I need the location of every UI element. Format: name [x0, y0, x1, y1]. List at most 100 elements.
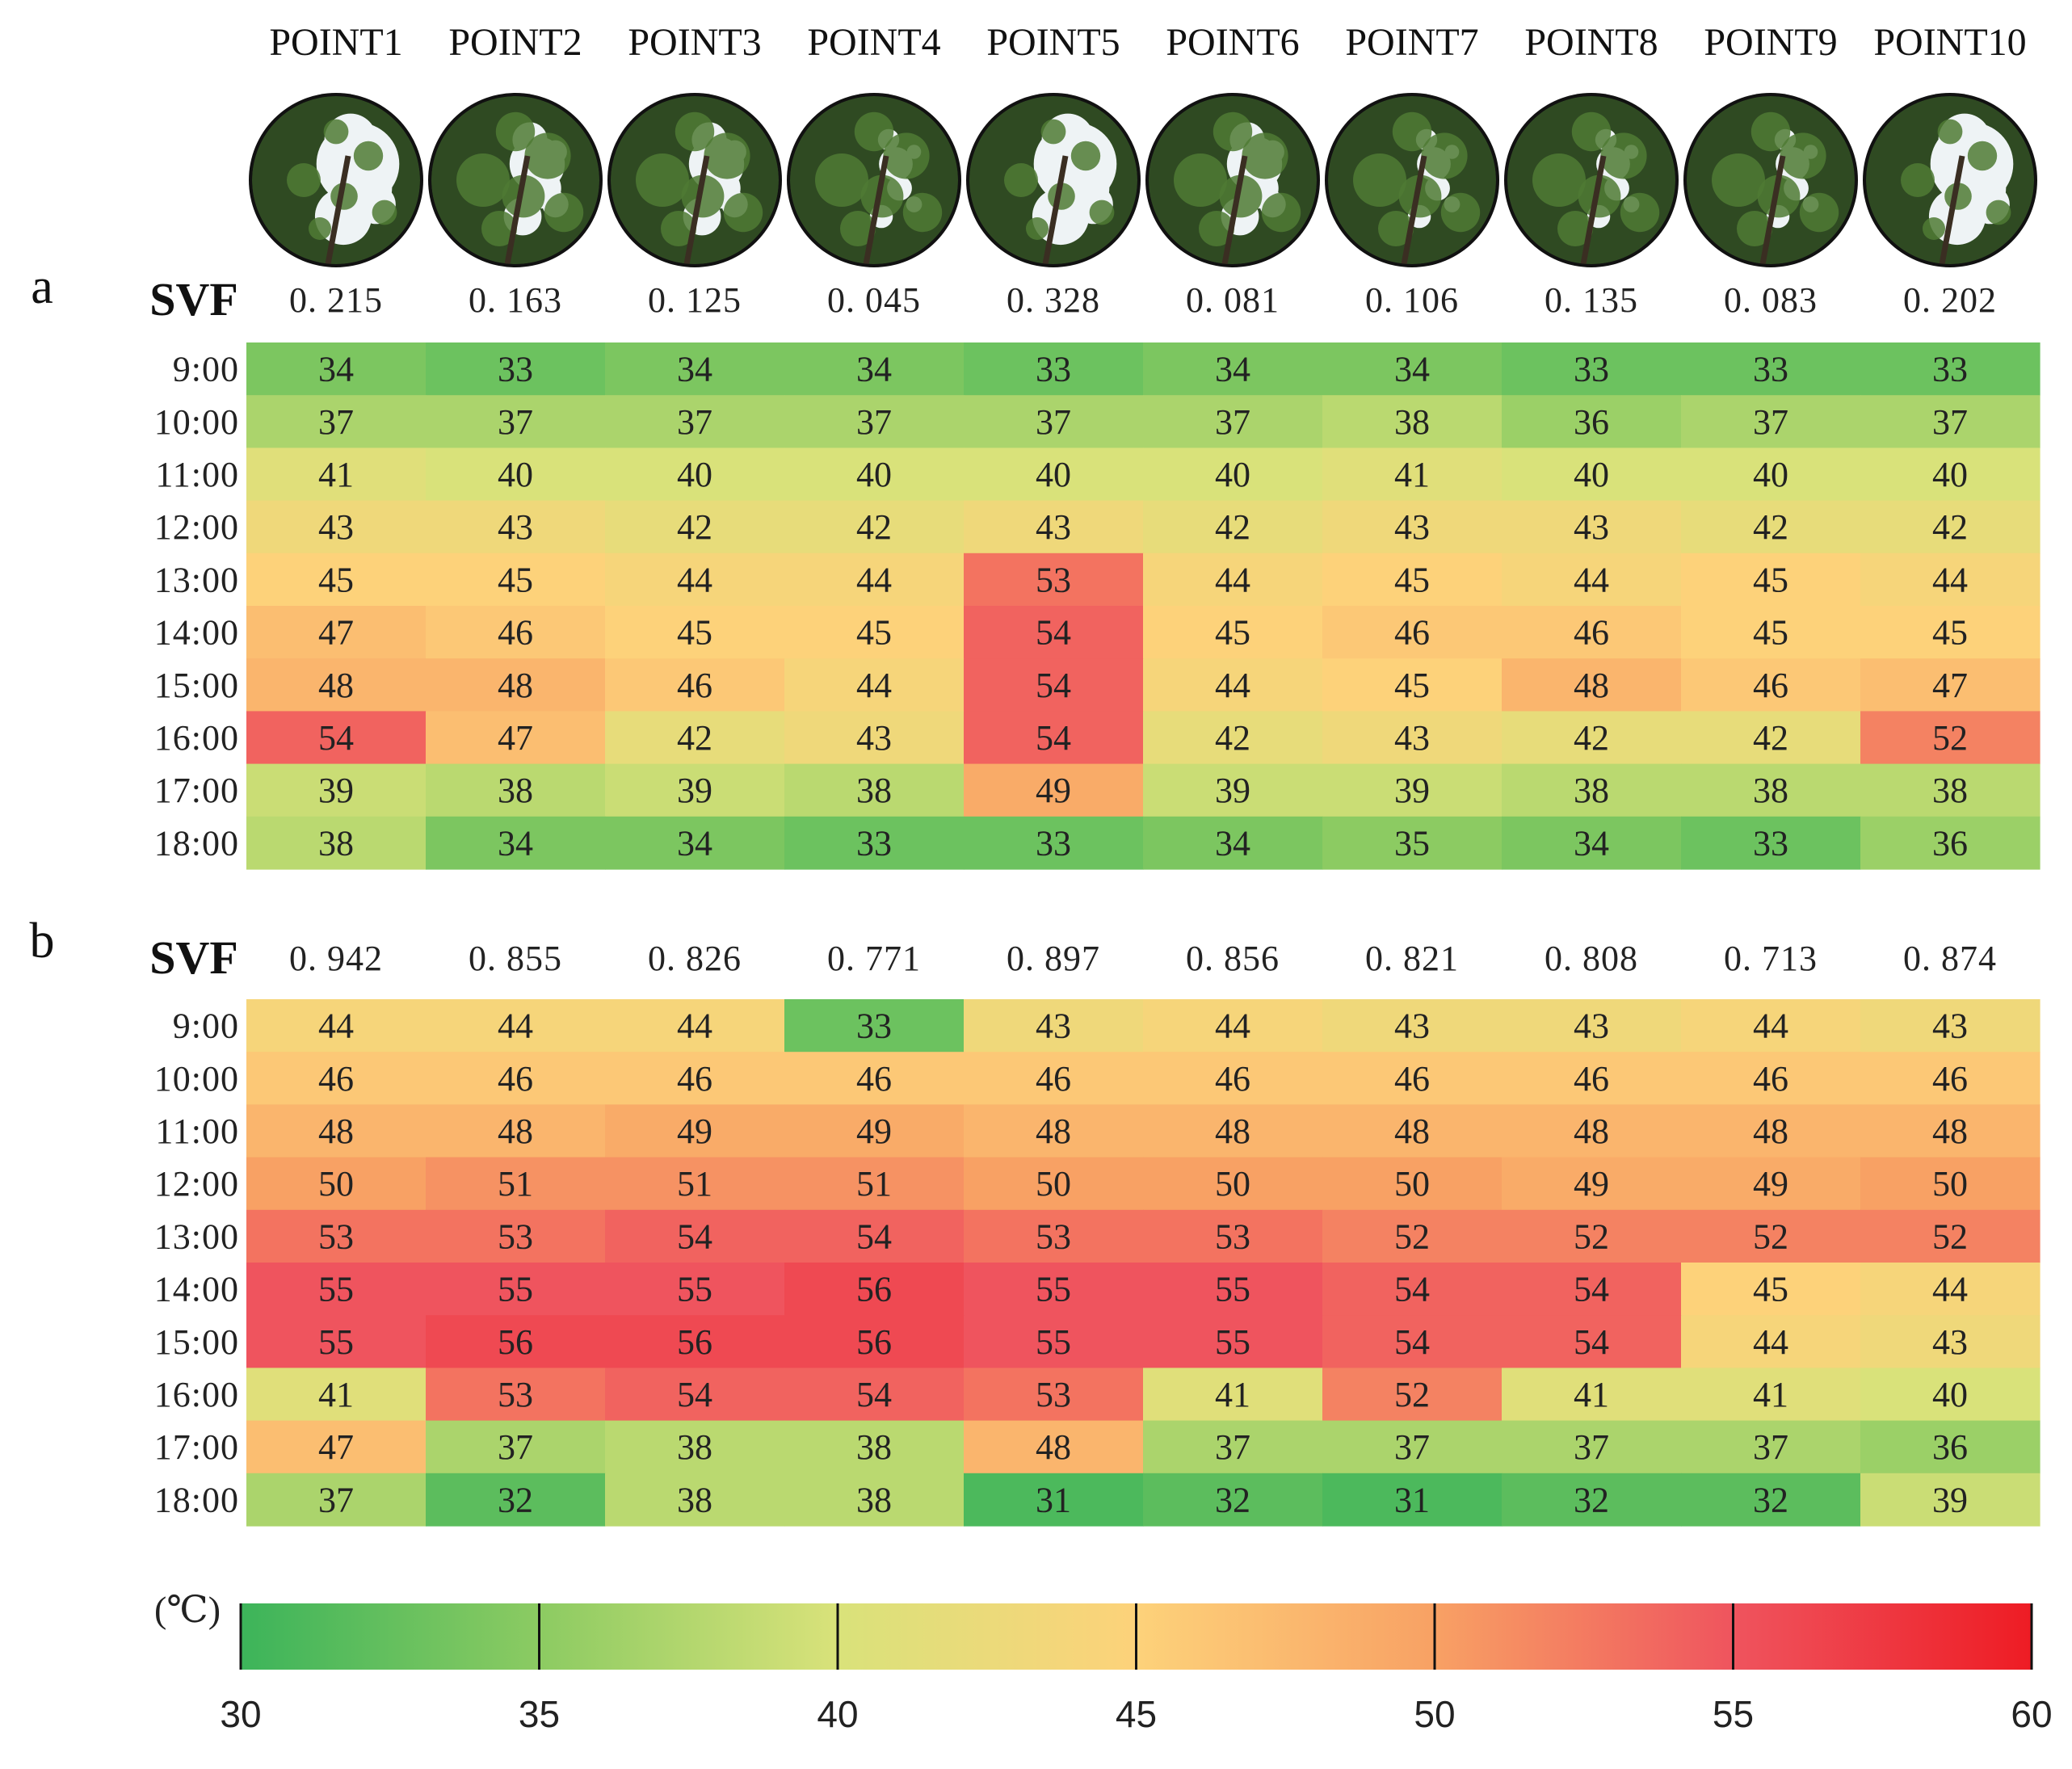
- cell-value: 50: [1036, 1164, 1071, 1204]
- heatmap-cell: [246, 553, 427, 607]
- cell-value: 40: [498, 455, 533, 494]
- photo-trunk: [1042, 155, 1069, 264]
- photo-trunk: [683, 155, 710, 264]
- cell-value: 54: [1574, 1322, 1609, 1362]
- heatmap-cell: [1681, 1420, 1861, 1474]
- cell-value: 38: [498, 771, 533, 810]
- cell-value: 41: [1753, 1375, 1788, 1414]
- cell-value: 36: [1574, 402, 1609, 442]
- heatmap-cell: [1322, 395, 1503, 448]
- photo-canopy: [252, 96, 420, 264]
- heatmap-cell: [1322, 1052, 1503, 1105]
- heatmap-cell: [605, 1473, 785, 1527]
- svf-value: 0. 328: [1007, 280, 1100, 320]
- cell-value: 37: [1753, 1427, 1788, 1467]
- photo-foliage: [1353, 153, 1406, 207]
- cell-value: 52: [1932, 1216, 1968, 1256]
- photo-foliage: [1557, 211, 1593, 246]
- point-label: POINT3: [628, 21, 761, 64]
- cell-value: 40: [1932, 455, 1968, 494]
- heatmap-cell: [1860, 395, 2040, 448]
- photo-foliage: [854, 111, 894, 152]
- cell-value: 44: [1932, 560, 1968, 599]
- heatmap-cell: [605, 1263, 785, 1316]
- svf-value: 0. 855: [469, 939, 562, 978]
- photo-foliage: [1571, 111, 1612, 152]
- heatmap-cell: [1860, 711, 2040, 765]
- photo-foliage: [1070, 141, 1101, 171]
- cell-value: 46: [677, 666, 712, 705]
- photo-canopy: [611, 96, 779, 264]
- cell-value: 37: [1215, 1427, 1250, 1467]
- photo-foliage: [1712, 153, 1765, 207]
- photo-foliage: [1378, 211, 1414, 246]
- heatmap-cell: [426, 711, 606, 765]
- heatmap-cell: [1502, 1104, 1682, 1158]
- heatmap-cell: [1322, 999, 1503, 1053]
- heatmap-cell: [784, 395, 965, 448]
- heatmap-cell: [1860, 1263, 2040, 1316]
- cell-value: 50: [318, 1164, 354, 1204]
- heatmap-cell: [246, 395, 427, 448]
- cell-value: 45: [1753, 613, 1788, 653]
- cell-value: 44: [1932, 1270, 1968, 1309]
- heatmap-cell: [1502, 1420, 1682, 1474]
- cell-value: 46: [1394, 613, 1430, 653]
- photo-foliage: [287, 163, 321, 197]
- colorbar-tick-label: 35: [519, 1693, 560, 1735]
- cell-value: 40: [1932, 1375, 1968, 1414]
- heatmap-cell: [964, 1473, 1144, 1527]
- time-label: 16:00: [154, 718, 239, 758]
- heatmap-cell: [784, 500, 965, 554]
- heatmap-cell: [426, 658, 606, 712]
- heatmap-cell: [1860, 448, 2040, 502]
- photo-foliage: [1532, 153, 1586, 207]
- heatmap-cell: [964, 1157, 1144, 1211]
- cell-value: 48: [1036, 1111, 1071, 1151]
- heatmap-cell: [1860, 763, 2040, 817]
- cell-value: 42: [677, 507, 712, 547]
- photo-foliage: [902, 192, 943, 233]
- heatmap-cell: [246, 816, 427, 870]
- cell-value: 48: [498, 666, 533, 705]
- cell-value: 43: [318, 507, 354, 547]
- cell-value: 48: [1574, 666, 1609, 705]
- cell-value: 48: [1215, 1111, 1250, 1151]
- time-label: 9:00: [173, 350, 239, 389]
- cell-value: 39: [677, 771, 712, 810]
- cell-value: 46: [498, 613, 533, 653]
- photo-canopy: [1328, 96, 1496, 264]
- heatmap-cell: [964, 606, 1144, 659]
- heatmap-cell: [1681, 342, 1861, 396]
- cell-value: 54: [1036, 666, 1071, 705]
- cell-value: 49: [1574, 1164, 1609, 1204]
- cell-value: 38: [1932, 771, 1968, 810]
- heatmap-cell: [964, 816, 1144, 870]
- cell-value: 53: [498, 1216, 533, 1256]
- heatmap-cell: [964, 1315, 1144, 1368]
- heatmap-cell: [1502, 658, 1682, 712]
- cell-value: 41: [318, 1375, 354, 1414]
- cell-value: 54: [856, 1216, 892, 1256]
- cell-value: 34: [1215, 350, 1250, 389]
- heatmap-cell: [246, 1157, 427, 1211]
- photo-foliage: [323, 119, 349, 145]
- fisheye-photo: [428, 93, 603, 267]
- panel-a: a SVF 0. 215 0. 163 0. 125 0. 045 0. 328 0. 081…: [31, 259, 2040, 870]
- photo-foliage: [1620, 192, 1660, 233]
- cell-value: 42: [1574, 718, 1609, 758]
- svf-value: 0. 874: [1903, 939, 1997, 978]
- photo-foliage: [1089, 200, 1115, 225]
- heatmap-cell: [964, 1420, 1144, 1474]
- heatmap-cell: [605, 816, 785, 870]
- point-header: POINT1 POINT2 POINT3 POINT4 POINT5 POINT6 POIN…: [249, 21, 2037, 267]
- heatmap-cell: [784, 553, 965, 607]
- heatmap-cell: [1322, 1209, 1503, 1263]
- svf-value: 0. 083: [1724, 280, 1818, 320]
- heatmap-cell: [1322, 711, 1503, 765]
- heatmap-cell: [1143, 658, 1323, 712]
- cell-value: 42: [856, 507, 892, 547]
- cell-value: 43: [1932, 1006, 1968, 1046]
- point-label: POINT4: [807, 21, 940, 64]
- cell-value: 53: [1036, 1216, 1071, 1256]
